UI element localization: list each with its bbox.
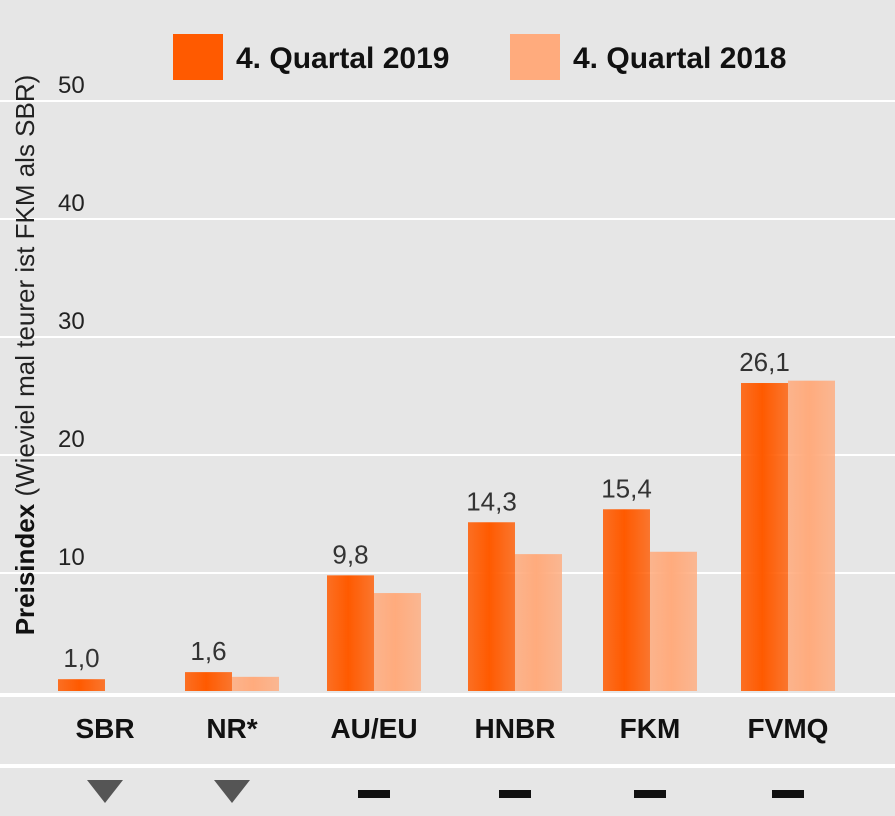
- trend-down-icon: [214, 780, 250, 803]
- data-label: 14,3: [466, 486, 517, 516]
- trend-down-icon: [87, 780, 123, 803]
- trend-band: [0, 768, 895, 816]
- legend: 4. Quartal 2019 4. Quartal 2018: [173, 34, 786, 80]
- bar-2018-aueu: [374, 593, 421, 691]
- data-label: 9,8: [332, 539, 368, 569]
- data-labels: 1,0 1,6 9,8 14,3 15,4 26,1: [63, 347, 789, 673]
- legend-swatch-2018: [510, 34, 560, 80]
- y-axis-label-rest: (Wieviel mal teurer ist FKM als SBR): [10, 75, 40, 504]
- trend-indicators: [87, 780, 804, 803]
- bar-2018-fvmq: [788, 380, 835, 691]
- bars: [58, 380, 835, 691]
- category-label: FKM: [620, 713, 681, 744]
- category-label: SBR: [75, 713, 134, 744]
- trend-flat-icon: [499, 790, 531, 798]
- y-tick-label: 10: [58, 544, 85, 571]
- trend-flat-icon: [634, 790, 666, 798]
- trend-flat-icon: [358, 790, 390, 798]
- data-label: 15,4: [601, 473, 652, 503]
- category-label: FVMQ: [748, 713, 829, 744]
- bar-2018-nr: [232, 676, 279, 691]
- trend-flat-icon: [772, 790, 804, 798]
- category-label: HNBR: [475, 713, 556, 744]
- y-tick-label: 20: [58, 426, 85, 453]
- bar-2018-fkm: [650, 551, 697, 691]
- bar-2019-aueu: [327, 575, 374, 691]
- data-label: 1,6: [190, 636, 226, 666]
- category-label: NR*: [206, 713, 257, 744]
- y-tick-label: 50: [58, 72, 85, 99]
- category-labels: SBR NR* AU/EU HNBR FKM FVMQ: [75, 713, 828, 744]
- y-tick-label: 40: [58, 190, 85, 217]
- bar-2019-hnbr: [468, 522, 515, 691]
- data-label: 1,0: [63, 643, 99, 673]
- legend-swatch-2019: [173, 34, 223, 80]
- bar-2019-sbr: [58, 679, 105, 691]
- bar-2018-hnbr: [515, 554, 562, 691]
- y-tick-labels: 10 20 30 40 50: [58, 72, 85, 571]
- y-tick-label: 30: [58, 308, 85, 335]
- bar-2019-fvmq: [741, 383, 788, 691]
- y-axis-label: Preisindex (Wieviel mal teurer ist FKM a…: [10, 75, 40, 636]
- y-axis-label-bold: Preisindex: [10, 503, 40, 635]
- bar-2019-nr: [185, 672, 232, 691]
- category-band: [0, 697, 895, 764]
- bar-2019-fkm: [603, 509, 650, 691]
- data-label: 26,1: [739, 347, 790, 377]
- category-label: AU/EU: [330, 713, 417, 744]
- legend-label-2018: 4. Quartal 2018: [573, 42, 786, 75]
- legend-label-2019: 4. Quartal 2019: [236, 42, 449, 75]
